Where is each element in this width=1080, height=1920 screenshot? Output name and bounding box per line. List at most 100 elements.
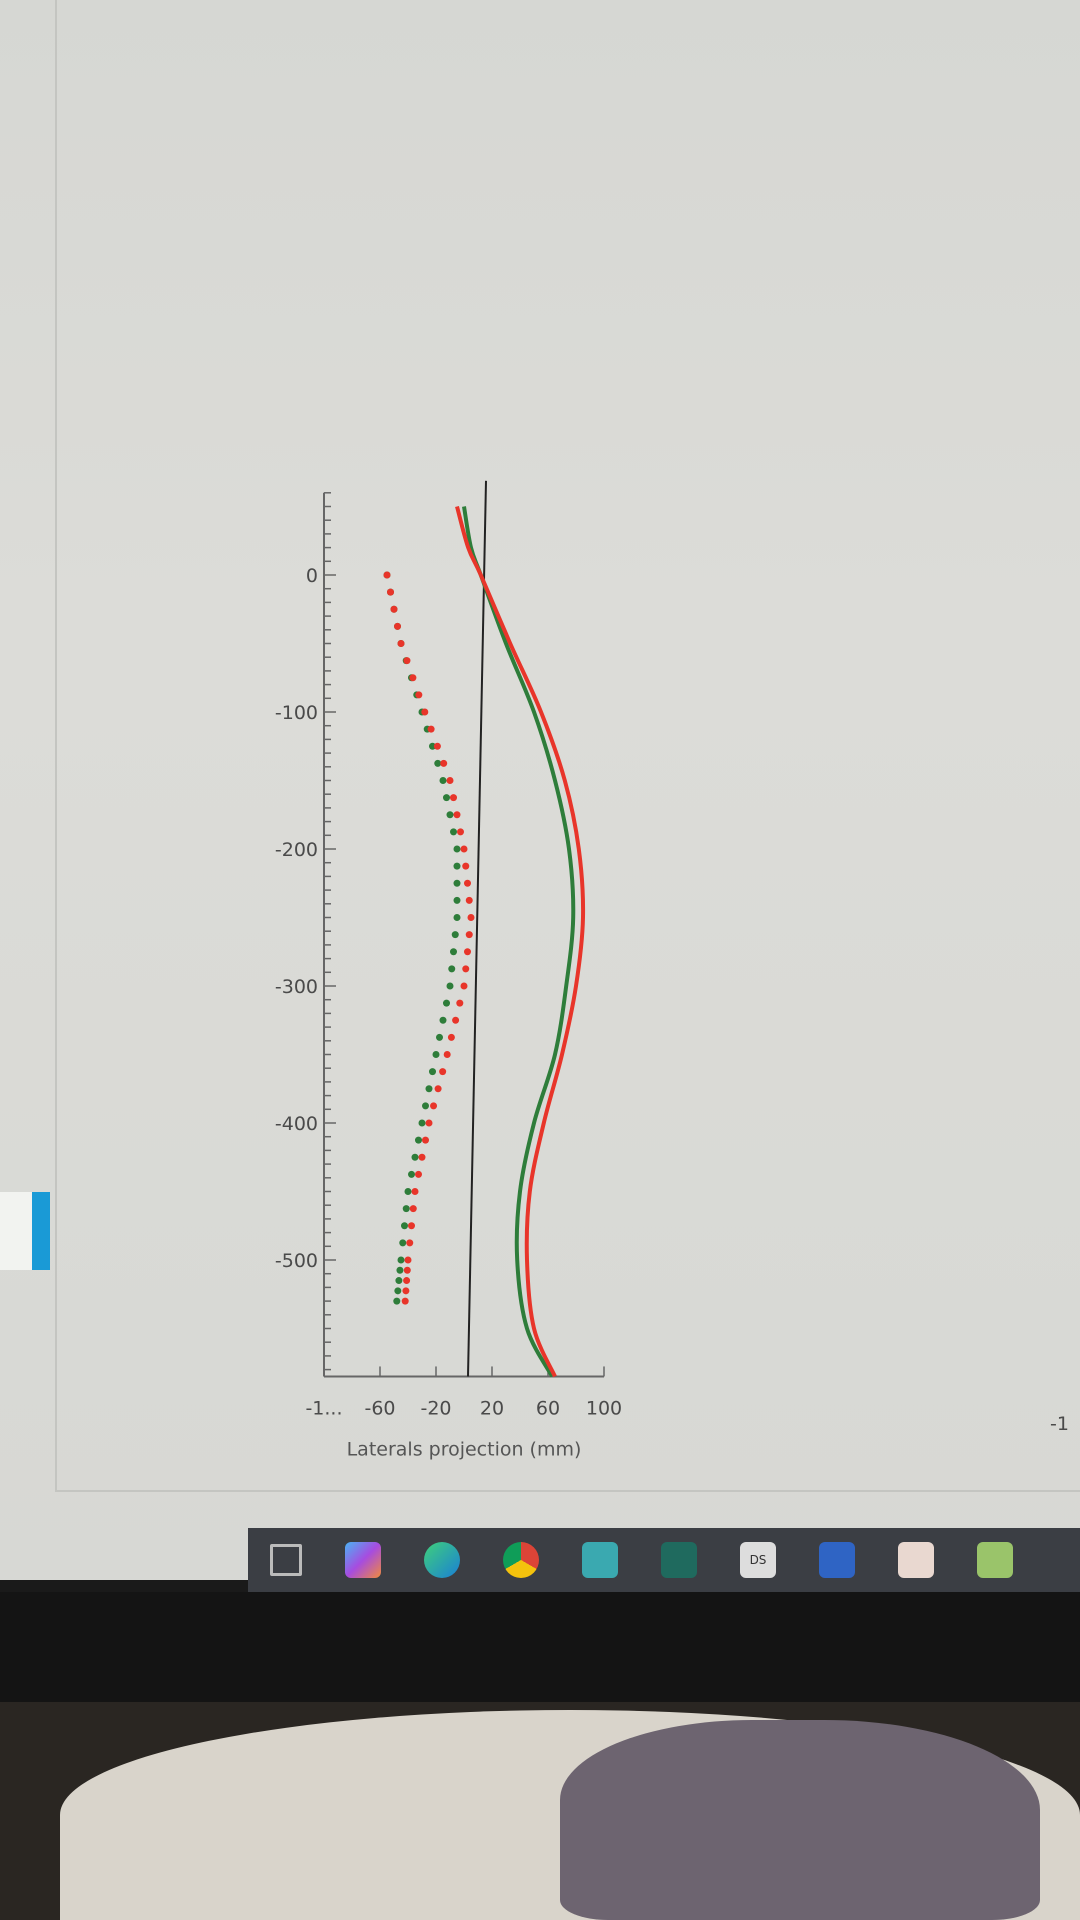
series-point-3 <box>394 622 401 630</box>
series-point-2 <box>393 1297 401 1305</box>
ds-icon[interactable]: DS <box>740 1542 776 1578</box>
side-tab[interactable] <box>0 1192 50 1270</box>
series-point-2 <box>453 845 461 853</box>
series-point-3 <box>415 691 423 699</box>
right-edge-label: -1 <box>1050 1413 1069 1435</box>
series-point-2 <box>422 1102 429 1110</box>
amethyst-rock <box>560 1720 1040 1920</box>
side-tab-accent <box>32 1192 50 1270</box>
series-point-3 <box>409 674 417 682</box>
series-point-3 <box>433 742 441 750</box>
series-point-3 <box>460 845 468 853</box>
series-point-2 <box>436 1033 443 1041</box>
series-point-2 <box>446 982 454 990</box>
ds-label: DS <box>749 1553 767 1567</box>
series-point-2 <box>451 931 459 939</box>
series-point-3 <box>403 657 411 665</box>
series-point-3 <box>409 1205 417 1213</box>
monitor-bezel <box>0 1592 1080 1702</box>
series-point-2 <box>453 896 461 904</box>
series-point-3 <box>430 1102 438 1110</box>
series-point-3 <box>452 1016 460 1024</box>
edge-icon[interactable] <box>424 1542 460 1578</box>
series-point-3 <box>465 896 473 904</box>
series-point-3 <box>422 1136 429 1144</box>
series-point-2 <box>453 879 461 887</box>
y-tick-label: -100 <box>275 702 318 724</box>
series-point-3 <box>443 1051 451 1058</box>
series-point-2 <box>425 1085 433 1093</box>
series-point-2 <box>397 1256 405 1264</box>
series-point-3 <box>439 1068 447 1076</box>
series-point-3 <box>462 965 470 973</box>
series-point-2 <box>453 914 461 921</box>
series-point-2 <box>396 1266 404 1274</box>
monitor-screen: 0 -100 -200 -300 -400 -500 -1... -60 -20 20 60 100 L… <box>0 0 1080 1580</box>
series-point-3 <box>462 862 470 870</box>
series-point-3 <box>434 1085 442 1093</box>
taskbar: DS <box>248 1528 1080 1592</box>
series-point-3 <box>421 708 429 716</box>
series-point-2 <box>395 1277 403 1285</box>
chart-panel <box>55 0 1080 1492</box>
series-point-3 <box>397 640 405 647</box>
series-point-3 <box>411 1188 419 1195</box>
photo-app-icon[interactable] <box>898 1542 934 1578</box>
series-point-3 <box>408 1222 415 1230</box>
series-point-3 <box>447 1033 455 1041</box>
reference-line <box>467 480 487 1377</box>
series-point-3 <box>401 1297 409 1305</box>
series-point-2 <box>418 1119 426 1127</box>
series-point-2 <box>439 1016 447 1024</box>
series-point-2 <box>411 1153 419 1161</box>
series-point-3 <box>403 1266 411 1274</box>
y-tick-label: 0 <box>306 565 318 587</box>
series-point-2 <box>415 1136 422 1144</box>
series-point-3 <box>440 759 448 767</box>
series-point-2 <box>450 948 457 956</box>
series-point-3 <box>427 725 435 733</box>
copilot-icon[interactable] <box>345 1542 381 1578</box>
x-tick-label: -1... <box>305 1397 342 1419</box>
y-tick-label: -300 <box>275 976 318 998</box>
x-tick-label: -20 <box>420 1397 451 1419</box>
series-point-2 <box>434 759 442 767</box>
series-point-3 <box>456 999 464 1007</box>
series-point-3 <box>404 1256 412 1264</box>
series-point-3 <box>425 1119 433 1127</box>
chrome-icon[interactable] <box>503 1542 539 1578</box>
series-point-3 <box>453 811 461 819</box>
wifi-app-icon[interactable] <box>977 1542 1013 1578</box>
series-point-2 <box>429 742 436 750</box>
series-point-3 <box>446 777 454 784</box>
x-tick-label: 20 <box>480 1397 504 1419</box>
y-tick-label: -200 <box>275 839 318 861</box>
series-point-3 <box>390 605 398 613</box>
series-point-3 <box>418 1153 426 1161</box>
task-view-icon[interactable] <box>270 1544 302 1576</box>
series-point-2 <box>439 777 447 784</box>
series-point-3 <box>406 1239 414 1247</box>
y-tick-label: -400 <box>275 1113 318 1135</box>
series-line-1 <box>455 505 586 1378</box>
x-tick-label: 60 <box>536 1397 560 1419</box>
y-tick-label: -500 <box>275 1250 318 1272</box>
series-point-2 <box>399 1239 407 1247</box>
c-app-icon[interactable] <box>819 1542 855 1578</box>
app-icon[interactable] <box>582 1542 618 1578</box>
series-line-0 <box>462 506 576 1378</box>
series-point-2 <box>401 1222 408 1230</box>
series-point-2 <box>443 999 450 1007</box>
series-point-3 <box>415 1170 422 1178</box>
series-point-2 <box>448 965 456 973</box>
series-point-2 <box>450 828 457 836</box>
series-point-2 <box>404 1188 412 1195</box>
x-axis-title: Laterals projection (mm) <box>347 1438 582 1460</box>
series-point-3 <box>465 931 473 939</box>
series-point-3 <box>387 588 394 596</box>
series-point-2 <box>402 1205 410 1213</box>
chart: 0 -100 -200 -300 -400 -500 -1... -60 -20 20 60 100L… <box>274 480 1069 1461</box>
series-point-3 <box>450 794 457 802</box>
terminal-icon[interactable] <box>661 1542 697 1578</box>
series-point-2 <box>408 1170 415 1178</box>
